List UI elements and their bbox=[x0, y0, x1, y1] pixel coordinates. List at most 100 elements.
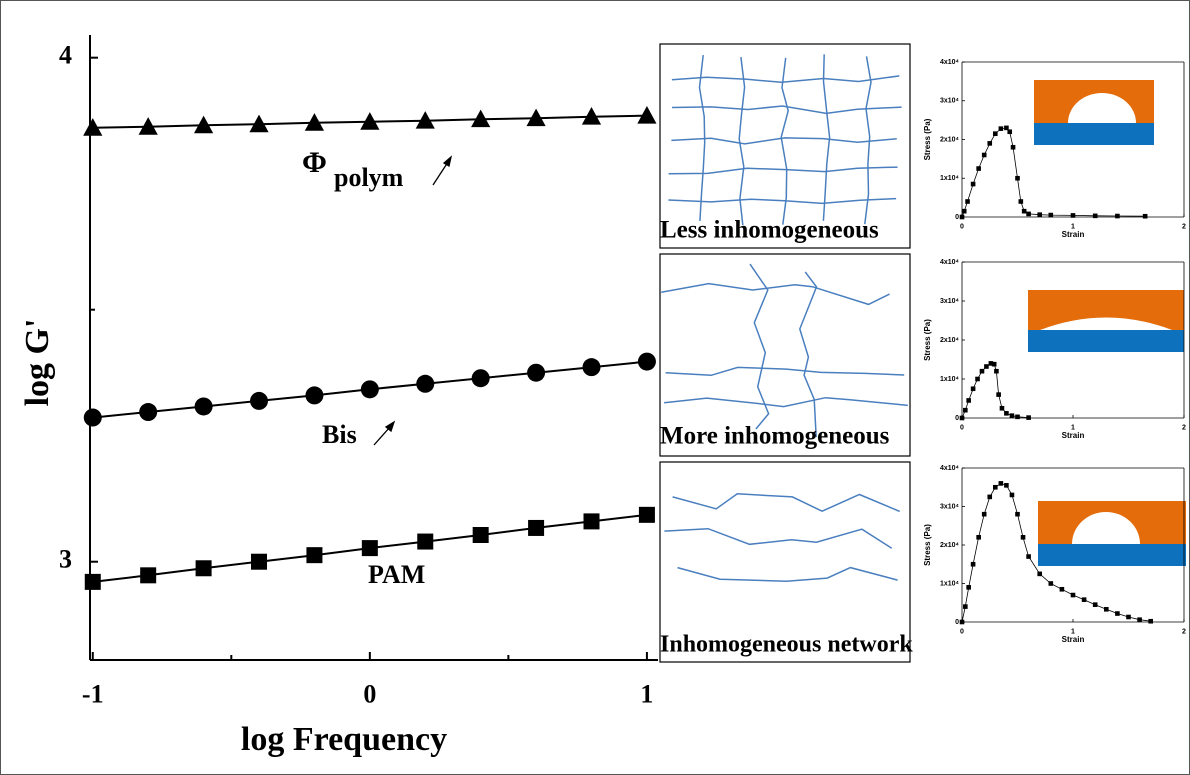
y-tick-label: 4x10⁴ bbox=[940, 259, 960, 266]
marker bbox=[361, 540, 378, 557]
arrows bbox=[373, 155, 453, 446]
marker bbox=[1148, 618, 1153, 624]
marker bbox=[1020, 535, 1026, 540]
series-line bbox=[961, 127, 1146, 218]
marker bbox=[1081, 597, 1087, 602]
marker bbox=[981, 511, 987, 517]
network-strand bbox=[671, 105, 902, 115]
marker bbox=[1048, 212, 1054, 218]
marker bbox=[251, 553, 268, 570]
marker bbox=[975, 376, 980, 382]
marker bbox=[472, 527, 489, 543]
marker bbox=[1137, 617, 1142, 622]
marker bbox=[988, 361, 994, 366]
annotation: Bis bbox=[322, 420, 357, 449]
network-strand bbox=[668, 197, 897, 205]
marker bbox=[994, 368, 999, 374]
marker bbox=[637, 352, 656, 371]
y-axis-title: Stress (Pa) bbox=[923, 524, 932, 566]
marker bbox=[1015, 414, 1020, 420]
annotation: Φ bbox=[302, 146, 327, 179]
marker bbox=[966, 398, 971, 403]
marker bbox=[981, 152, 987, 158]
x-tick-label: 1 bbox=[1071, 425, 1075, 432]
marker bbox=[305, 386, 324, 405]
marker bbox=[959, 415, 965, 421]
marker bbox=[970, 181, 976, 187]
network-strand bbox=[780, 57, 789, 225]
x-axis-title: Strain bbox=[1062, 230, 1085, 239]
network-panels bbox=[659, 43, 911, 663]
marker bbox=[138, 117, 158, 135]
marker bbox=[996, 392, 1001, 397]
marker bbox=[250, 391, 269, 410]
marker bbox=[83, 408, 102, 427]
marker bbox=[1018, 199, 1024, 204]
x-tick-label: 0 bbox=[960, 629, 964, 636]
annotation: PAM bbox=[368, 560, 425, 589]
marker bbox=[970, 386, 976, 392]
marker bbox=[987, 141, 993, 146]
network-strand bbox=[677, 566, 898, 583]
x-tick-label: 1 bbox=[640, 679, 653, 708]
y-tick-label: 3x10⁴ bbox=[940, 503, 960, 510]
network-strand bbox=[671, 137, 897, 145]
marker bbox=[998, 126, 1004, 131]
marker bbox=[1015, 175, 1020, 181]
marker bbox=[583, 513, 600, 530]
marker bbox=[1104, 606, 1109, 612]
marker bbox=[306, 547, 323, 564]
x-tick-label: -1 bbox=[82, 679, 104, 708]
marker bbox=[984, 364, 989, 369]
marker bbox=[637, 106, 657, 124]
marker bbox=[987, 494, 993, 500]
marker bbox=[1004, 483, 1009, 488]
marker bbox=[1026, 554, 1031, 559]
y-tick-label: 4 bbox=[59, 41, 72, 70]
marker bbox=[304, 113, 325, 131]
network-strand bbox=[664, 527, 893, 549]
marker bbox=[970, 561, 976, 567]
network-strand bbox=[661, 282, 890, 306]
network-strand bbox=[864, 56, 872, 225]
y-tick-label: 4x10⁴ bbox=[940, 59, 960, 66]
marker bbox=[83, 118, 103, 136]
marker bbox=[194, 115, 214, 134]
network-strand bbox=[799, 271, 818, 438]
x-axis-title: Strain bbox=[1062, 635, 1085, 644]
marker bbox=[1115, 611, 1120, 616]
y-axis-title: Stress (Pa) bbox=[923, 118, 932, 160]
marker bbox=[471, 109, 491, 128]
y-tick-label: 1x10⁴ bbox=[940, 175, 960, 182]
marker bbox=[961, 208, 967, 214]
network-strand bbox=[749, 263, 770, 430]
network-strand bbox=[738, 57, 746, 226]
marker bbox=[471, 369, 490, 388]
marker bbox=[84, 573, 101, 590]
marker bbox=[1004, 411, 1009, 416]
panel-label: Inhomogeneous network bbox=[660, 632, 913, 658]
panel-label: More inhomogeneous bbox=[660, 423, 890, 450]
annotation: polym bbox=[334, 163, 404, 192]
x-axis-title: log Frequency bbox=[241, 721, 447, 758]
marker bbox=[1009, 413, 1015, 418]
marker bbox=[581, 107, 602, 125]
marker bbox=[1092, 213, 1098, 219]
network-strand bbox=[665, 366, 905, 377]
y-tick-label: 2x10⁴ bbox=[940, 337, 960, 344]
marker bbox=[417, 533, 434, 550]
marker bbox=[963, 407, 968, 413]
y-tick-label: 2x10⁴ bbox=[940, 136, 960, 143]
marker bbox=[959, 619, 965, 625]
network-box bbox=[659, 461, 911, 663]
network-strand bbox=[822, 54, 831, 221]
network-strand bbox=[668, 166, 898, 175]
x-tick-label: 0 bbox=[363, 679, 376, 708]
marker bbox=[979, 368, 985, 374]
marker bbox=[1021, 208, 1027, 214]
network-strand bbox=[671, 75, 900, 84]
x-tick-label: 2 bbox=[1182, 224, 1186, 231]
y-tick-label: 1x10⁴ bbox=[940, 376, 960, 383]
network-strand bbox=[698, 55, 706, 221]
